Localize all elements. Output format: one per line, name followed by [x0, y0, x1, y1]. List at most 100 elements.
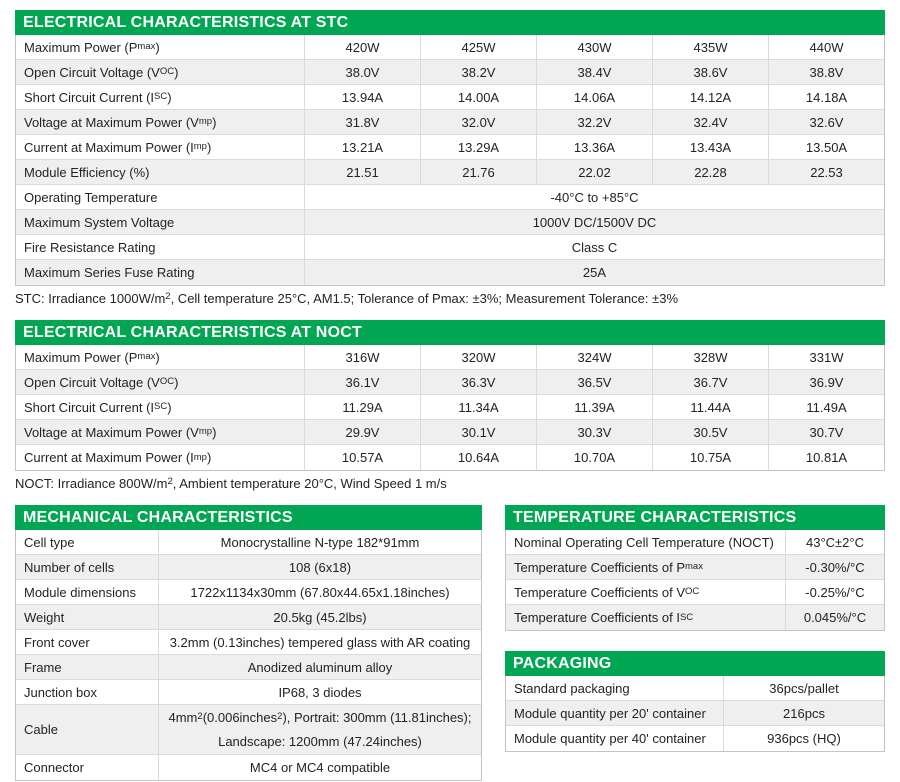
cell-value: 30.7V — [768, 420, 884, 444]
cell-value: 13.50A — [768, 135, 884, 159]
table-row: Voltage at Maximum Power (V mp) 29.9V 30.1V… — [16, 420, 884, 445]
cell-value: 13.21A — [304, 135, 420, 159]
cell-value: 11.29A — [304, 395, 420, 419]
stc-section-header: ELECTRICAL CHARACTERISTICS AT STC — [15, 10, 885, 35]
cell-value: 22.28 — [652, 160, 768, 184]
cell-value: 936pcs (HQ) — [723, 726, 884, 751]
table-row: Maximum System Voltage 1000V DC/1500V DC — [16, 210, 884, 235]
cell-value: 10.57A — [304, 445, 420, 470]
cell-value: 420W — [304, 35, 420, 59]
row-label: Junction box — [24, 684, 97, 700]
cell-value: 331W — [768, 345, 884, 369]
row-label: Short Circuit Current (I SC) — [24, 399, 172, 415]
row-label: Open Circuit Voltage (V OC) — [24, 64, 179, 80]
cell-value: 14.00A — [420, 85, 536, 109]
cell-value: 32.6V — [768, 110, 884, 134]
table-row: Current at Maximum Power (I mp) 10.57A 10.6… — [16, 445, 884, 470]
cell-value: 30.1V — [420, 420, 536, 444]
cell-value: 11.39A — [536, 395, 652, 419]
row-label: Frame — [24, 659, 62, 675]
row-label: Fire Resistance Rating — [24, 239, 156, 255]
mechanical-table: Cell type Monocrystalline N-type 182*91mm… — [15, 530, 482, 781]
mechanical-section-header: MECHANICAL CHARACTERISTICS — [15, 505, 482, 530]
cell-value: 31.8V — [304, 110, 420, 134]
row-label: Module dimensions — [24, 584, 137, 600]
mechanical-section: MECHANICAL CHARACTERISTICS Cell type Mono… — [15, 505, 482, 781]
table-row: Module dimensions 1722x1134x30mm (67.80x4… — [16, 580, 481, 605]
cell-value: 13.29A — [420, 135, 536, 159]
table-row: Nominal Operating Cell Temperature (NOCT… — [506, 530, 884, 555]
cell-value: 36.5V — [536, 370, 652, 394]
row-label: Open Circuit Voltage (V OC) — [24, 374, 179, 390]
noct-section-header: ELECTRICAL CHARACTERISTICS AT NOCT — [15, 320, 885, 345]
table-row: Cable 4mm 2 (0.006inches 2), Portrait: 300m… — [16, 705, 481, 755]
cell-value: MC4 or MC4 compatible — [158, 755, 481, 780]
table-row: Operating Temperature -40°C to +85°C — [16, 185, 884, 210]
row-label: Standard packaging — [514, 680, 630, 696]
stc-section: ELECTRICAL CHARACTERISTICS AT STC Maximu… — [15, 10, 885, 307]
cell-value: 14.12A — [652, 85, 768, 109]
cell-value: 10.64A — [420, 445, 536, 470]
cell-value: 30.3V — [536, 420, 652, 444]
packaging-table: Standard packaging 36pcs/pallet Module qua… — [505, 676, 885, 752]
cell-value: 430W — [536, 35, 652, 59]
table-row: Maximum Series Fuse Rating 25A — [16, 260, 884, 285]
row-label: Maximum Series Fuse Rating — [24, 265, 195, 280]
cell-value: 13.43A — [652, 135, 768, 159]
cell-value: 21.76 — [420, 160, 536, 184]
cell-value: 328W — [652, 345, 768, 369]
cell-value: 11.49A — [768, 395, 884, 419]
cell-value: 13.36A — [536, 135, 652, 159]
cell-value: 36.7V — [652, 370, 768, 394]
row-label: Temperature Coefficients of V OC — [514, 584, 700, 600]
noct-section: ELECTRICAL CHARACTERISTICS AT NOCT Maxim… — [15, 320, 885, 492]
cell-value: -0.25%/°C — [785, 580, 884, 604]
row-label: Cell type — [24, 534, 75, 550]
cell-value: 43°C±2°C — [785, 530, 884, 554]
table-row: Maximum Power (P max) 316W 320W 324W 328W 331W — [16, 345, 884, 370]
cell-value: 36.3V — [420, 370, 536, 394]
row-label: Module quantity per 20' container — [514, 705, 706, 721]
cell-value: 13.94A — [304, 85, 420, 109]
cell-value: 36pcs/pallet — [723, 676, 884, 700]
row-label: Nominal Operating Cell Temperature (NOCT… — [514, 534, 774, 550]
cell-value: 10.70A — [536, 445, 652, 470]
cell-value: 22.53 — [768, 160, 884, 184]
table-row: Connector MC4 or MC4 compatible — [16, 755, 481, 780]
cell-value: 1722x1134x30mm (67.80x44.65x1.18inches) — [158, 580, 481, 604]
table-row: Frame Anodized aluminum alloy — [16, 655, 481, 680]
cell-value: -40°C to +85°C — [304, 185, 884, 209]
cell-value: 11.44A — [652, 395, 768, 419]
cell-value: 38.4V — [536, 60, 652, 84]
table-row: Module quantity per 40' container 936pcs … — [506, 726, 884, 751]
cell-value: 425W — [420, 35, 536, 59]
table-row: Open Circuit Voltage (V OC) 38.0V 38.2V 38.4… — [16, 60, 884, 85]
row-label: Current at Maximum Power (I mp) — [24, 139, 212, 155]
row-label: Weight — [24, 609, 65, 625]
noct-note: NOCT: Irradiance 800W/m2, Ambient temper… — [15, 476, 447, 491]
row-label: Front cover — [24, 634, 90, 650]
cell-value: 1000V DC/1500V DC — [304, 210, 884, 234]
row-label: Maximum System Voltage — [24, 214, 175, 230]
stc-note: STC: Irradiance 1000W/m2, Cell temperatu… — [15, 291, 679, 306]
cell-value: 11.34A — [420, 395, 536, 419]
cell-value: 38.6V — [652, 60, 768, 84]
cell-value: 38.0V — [304, 60, 420, 84]
cell-value: 0.045%/°C — [785, 605, 884, 630]
row-label: Cable — [24, 722, 58, 737]
noct-table: Maximum Power (P max) 316W 320W 324W 328W 331W… — [15, 345, 885, 471]
cell-value: 14.06A — [536, 85, 652, 109]
cell-value: -0.30%/°C — [785, 555, 884, 579]
cell-value: 22.02 — [536, 160, 652, 184]
row-label: Connector — [24, 760, 84, 775]
row-label: Operating Temperature — [24, 189, 158, 205]
cell-value: 36.9V — [768, 370, 884, 394]
cell-value: 30.5V — [652, 420, 768, 444]
cell-value: 32.0V — [420, 110, 536, 134]
row-label: Temperature Coefficients of I SC — [514, 610, 694, 625]
temperature-section-header: TEMPERATURE CHARACTERISTICS — [505, 505, 885, 530]
row-label: Current at Maximum Power (I mp) — [24, 450, 212, 465]
table-row: Weight 20.5kg (45.2lbs) — [16, 605, 481, 630]
cell-value: 316W — [304, 345, 420, 369]
